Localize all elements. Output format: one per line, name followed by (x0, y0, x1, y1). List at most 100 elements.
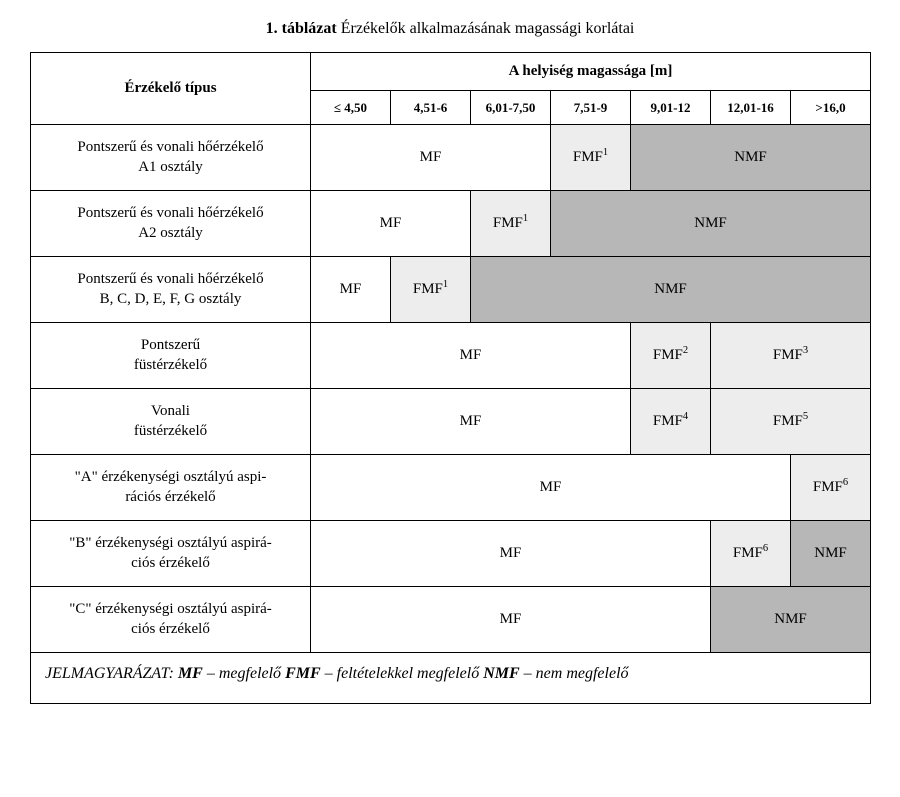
col-2: 6,01-7,50 (471, 91, 551, 125)
data-cell: FMF2 (631, 323, 711, 389)
row-label-line2: rációs érzékelő (125, 489, 215, 505)
col-6: >16,0 (791, 91, 871, 125)
data-cell: NMF (551, 191, 871, 257)
row-label-line2: ciós érzékelő (131, 621, 210, 637)
row-label-line1: "C" érzékenységi osztályú aspirá- (69, 601, 272, 617)
data-cell: MF (311, 257, 391, 323)
table-row: VonalifüstérzékelőMFFMF4FMF5 (31, 389, 871, 455)
cell-text: FMF (773, 347, 803, 363)
data-cell: FMF1 (551, 125, 631, 191)
cell-sup: 6 (843, 477, 848, 488)
row-label-line2: füstérzékelő (134, 357, 207, 373)
data-cell: FMF4 (631, 389, 711, 455)
data-cell: MF (311, 125, 551, 191)
legend-row: JELMAGYARÁZAT: MF – megfelelő FMF – felt… (31, 653, 871, 704)
table-caption: 1. táblázat Érzékelők alkalmazásának mag… (30, 20, 870, 38)
data-cell: NMF (631, 125, 871, 191)
row-label: Vonali füstérzékelő (31, 389, 311, 455)
row-label: "C" érzékenységi osztályú aspirá-ciós ér… (31, 587, 311, 653)
cell-text: FMF (413, 281, 443, 297)
cell-text: FMF (573, 149, 603, 165)
cell-text: MF (540, 479, 562, 495)
cell-sup: 6 (763, 543, 768, 554)
cell-sup: 1 (603, 147, 608, 158)
row-label: Pontszerű és vonali hőérzékelő A1 osztály (31, 125, 311, 191)
row-label-line1: Pontszerű és vonali hőérzékelő (77, 271, 263, 287)
cell-text: MF (500, 611, 522, 627)
cell-text: NMF (694, 215, 727, 231)
table-row: PontszerűfüstérzékelőMFFMF2FMF3 (31, 323, 871, 389)
data-cell: MF (311, 587, 711, 653)
sensor-height-table: Érzékelő típus A helyiség magassága [m] … (30, 52, 871, 704)
row-label: "B" érzékenységi osztályú aspirá-ciós ér… (31, 521, 311, 587)
table-row: "A" érzékenységi osztályú aspi-rációs ér… (31, 455, 871, 521)
col-0: ≤ 4,50 (311, 91, 391, 125)
cell-text: FMF (653, 347, 683, 363)
legend-nmf-txt: – nem megfelelő (520, 665, 629, 682)
table-row: "B" érzékenységi osztályú aspirá-ciós ér… (31, 521, 871, 587)
cell-text: NMF (734, 149, 767, 165)
data-cell: FMF6 (711, 521, 791, 587)
legend-mf-txt: – megfelelő (203, 665, 285, 682)
row-label-line2: füstérzékelő (134, 423, 207, 439)
legend-fmf: FMF (285, 665, 321, 682)
col-5: 12,01-16 (711, 91, 791, 125)
legend-prefix: JELMAGYARÁZAT: (45, 665, 178, 682)
cell-sup: 4 (683, 411, 688, 422)
table-row: "C" érzékenységi osztályú aspirá-ciós ér… (31, 587, 871, 653)
row-label-line1: "A" érzékenységi osztályú aspi- (75, 469, 267, 485)
col-4: 9,01-12 (631, 91, 711, 125)
row-label-line2: B, C, D, E, F, G osztály (100, 291, 242, 307)
cell-text: FMF (493, 215, 523, 231)
cell-text: MF (380, 215, 402, 231)
row-label: Pontszerű füstérzékelő (31, 323, 311, 389)
cell-text: MF (460, 413, 482, 429)
cell-sup: 1 (443, 279, 448, 290)
table-row: Pontszerű és vonali hőérzékelő B, C, D, E… (31, 257, 871, 323)
legend-nmf: NMF (483, 665, 519, 682)
row-label-line1: Pontszerű és vonali hőérzékelő (77, 139, 263, 155)
row-label-line1: Vonali (151, 403, 190, 419)
cell-text: MF (460, 347, 482, 363)
cell-text: FMF (653, 413, 683, 429)
caption-text: Érzékelők alkalmazásának magassági korlá… (337, 20, 635, 37)
data-cell: MF (311, 389, 631, 455)
table-head: Érzékelő típus A helyiség magassága [m] … (31, 53, 871, 125)
row-label: "A" érzékenységi osztályú aspi-rációs ér… (31, 455, 311, 521)
caption-number: 1. táblázat (266, 20, 337, 37)
row-label-line1: Pontszerű (141, 337, 200, 353)
col-3: 7,51-9 (551, 91, 631, 125)
legend-cell: JELMAGYARÁZAT: MF – megfelelő FMF – felt… (31, 653, 871, 704)
data-cell: MF (311, 191, 471, 257)
cell-sup: 3 (803, 345, 808, 356)
data-cell: NMF (791, 521, 871, 587)
row-label-line2: A1 osztály (138, 159, 203, 175)
cell-text: NMF (814, 545, 847, 561)
cell-text: MF (340, 281, 362, 297)
row-label-line1: Pontszerű és vonali hőérzékelő (77, 205, 263, 221)
cell-sup: 5 (803, 411, 808, 422)
col-1: 4,51-6 (391, 91, 471, 125)
cell-text: MF (420, 149, 442, 165)
table-body: Pontszerű és vonali hőérzékelő A1 osztály… (31, 125, 871, 653)
data-cell: FMF1 (391, 257, 471, 323)
row-label-line2: ciós érzékelő (131, 555, 210, 571)
cell-sup: 1 (523, 213, 528, 224)
table-row: Pontszerű és vonali hőérzékelőA2 osztály… (31, 191, 871, 257)
data-cell: MF (311, 521, 711, 587)
colgroup-label: A helyiség magassága [m] (311, 53, 871, 91)
data-cell: MF (311, 455, 791, 521)
data-cell: FMF5 (711, 389, 871, 455)
cell-text: NMF (654, 281, 687, 297)
data-cell: MF (311, 323, 631, 389)
legend-mf: MF (178, 665, 203, 682)
data-cell: FMF3 (711, 323, 871, 389)
row-label-line1: "B" érzékenységi osztályú aspirá- (69, 535, 272, 551)
row-label: Pontszerű és vonali hőérzékelőA2 osztály (31, 191, 311, 257)
cell-sup: 2 (683, 345, 688, 356)
cell-text: FMF (773, 413, 803, 429)
data-cell: NMF (471, 257, 871, 323)
data-cell: FMF6 (791, 455, 871, 521)
row-label: Pontszerű és vonali hőérzékelő B, C, D, E… (31, 257, 311, 323)
table-row: Pontszerű és vonali hőérzékelő A1 osztály… (31, 125, 871, 191)
